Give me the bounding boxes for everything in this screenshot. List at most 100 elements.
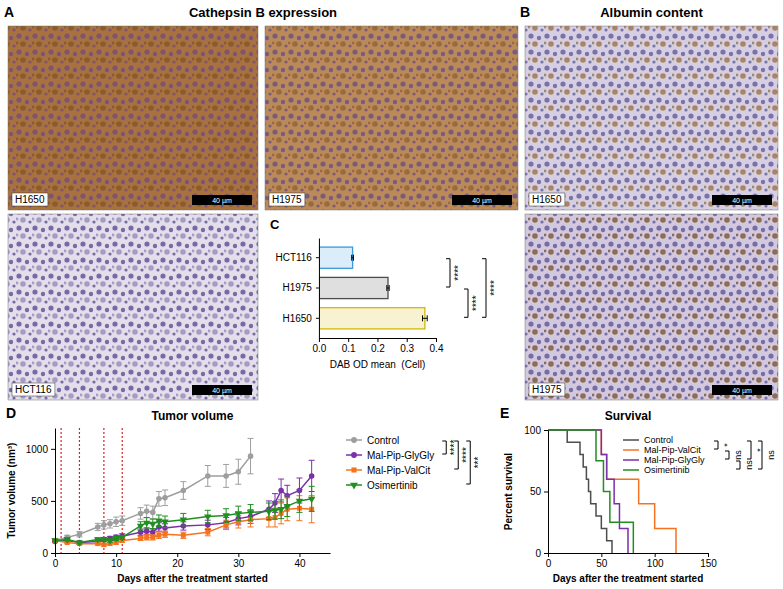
tick-label: 50 <box>530 486 542 497</box>
error-bar <box>162 531 168 537</box>
axis-line <box>56 553 331 554</box>
axis-line <box>55 429 56 554</box>
error-bar <box>278 500 284 519</box>
error-bar <box>107 520 113 528</box>
tick-label: H1975 <box>282 282 312 293</box>
image-label-box <box>529 193 565 206</box>
tick: 500 <box>31 496 55 507</box>
image-label: HCT116 <box>15 384 52 395</box>
error-bar <box>205 466 211 487</box>
tick-mark <box>548 553 549 557</box>
tick: 150 <box>700 553 717 569</box>
error-bar <box>205 529 211 536</box>
image-label: H1650 <box>532 194 562 205</box>
tick-label: 0.4 <box>430 343 444 354</box>
significance-label: *** <box>473 457 484 469</box>
legend: ControlMal-Pip-ValCitMal-Pip-GlyGlyOsime… <box>623 435 705 475</box>
tick: 20 <box>172 553 184 569</box>
tick-mark <box>238 553 239 557</box>
legend-label: Mal-Pip-ValCit <box>644 445 701 455</box>
marker <box>137 524 144 530</box>
panel-background <box>265 214 518 400</box>
marker <box>119 518 125 524</box>
tick: 0.1 <box>342 338 356 354</box>
error-bar <box>162 516 168 527</box>
tick: 0 <box>42 548 55 559</box>
significance-label: ns <box>733 450 743 460</box>
y-axis-title: Tumor volume (nm³) <box>6 443 17 539</box>
tick-label: 0.3 <box>400 343 414 354</box>
marker <box>101 522 107 528</box>
error-bar <box>205 510 211 523</box>
marker <box>162 495 168 501</box>
error-bar <box>223 509 229 523</box>
marker <box>181 488 187 494</box>
marker <box>106 538 113 544</box>
axis: 010203040 <box>53 553 331 569</box>
series-line <box>55 476 312 543</box>
significance-bracket <box>454 441 458 469</box>
marker <box>144 509 150 515</box>
tick: H1975 <box>282 282 318 293</box>
error-bar <box>150 506 156 519</box>
marker <box>235 511 242 517</box>
error-bar <box>235 459 241 484</box>
marker <box>163 532 168 537</box>
significance-bracket <box>464 289 468 317</box>
legend-label: Mal-Pip-ValCit <box>367 465 430 476</box>
micrograph <box>525 26 778 210</box>
marker <box>113 519 119 525</box>
tick-mark <box>51 501 55 502</box>
legend-marker <box>351 467 356 472</box>
significance-label: **** <box>489 280 500 296</box>
x-axis-title: DAB OD mean (Cell) <box>330 359 426 370</box>
significance-bracket <box>714 441 718 449</box>
error-bar <box>101 521 107 529</box>
tick: 30 <box>233 553 245 569</box>
image-label-box <box>529 383 565 396</box>
series-line <box>55 456 251 540</box>
micrograph <box>525 214 778 400</box>
legend-label: Osimertinib <box>644 465 690 475</box>
tick-mark <box>319 338 320 342</box>
tick-mark <box>348 338 349 342</box>
marker <box>296 499 303 505</box>
panel-letter: C <box>270 217 280 232</box>
error-bar <box>309 486 315 511</box>
tick-label: 40 <box>294 558 306 569</box>
marker <box>95 524 101 530</box>
significance-label: **** <box>453 265 464 281</box>
marker <box>161 520 168 526</box>
error-bar <box>76 532 82 537</box>
micrograph <box>8 214 258 400</box>
legend-symbol <box>623 439 639 441</box>
error-bar <box>138 508 144 519</box>
marker <box>204 514 211 520</box>
significance-label: * <box>722 443 732 447</box>
error-bar <box>180 482 186 500</box>
error-bar <box>162 490 168 506</box>
y-axis: HCT116H1975H1650 <box>275 239 319 339</box>
scale-bar-label: 40 µm <box>732 387 752 395</box>
bar <box>319 308 425 329</box>
tick: 50 <box>530 486 548 497</box>
legend-marker <box>351 452 357 458</box>
tick-label: 0 <box>53 558 59 569</box>
marker <box>143 521 150 527</box>
panel-letter: D <box>6 405 16 421</box>
marker <box>205 473 211 479</box>
bar <box>319 247 353 268</box>
tick: 1000 <box>26 444 55 455</box>
tick-mark <box>177 553 178 557</box>
error-bar <box>296 489 302 512</box>
error-bar <box>156 532 162 538</box>
axis-line <box>319 239 320 339</box>
x-axis-title: Days after the treatment started <box>117 573 268 584</box>
survival-curve <box>548 430 612 553</box>
image-label: H1650 <box>15 194 45 205</box>
error-bar <box>144 505 150 517</box>
figure: ACathepsin B expressionH165040 µmH197540… <box>0 0 783 589</box>
scale-bar <box>712 195 772 205</box>
tick: H1650 <box>282 313 318 324</box>
legend-symbol <box>623 459 639 461</box>
